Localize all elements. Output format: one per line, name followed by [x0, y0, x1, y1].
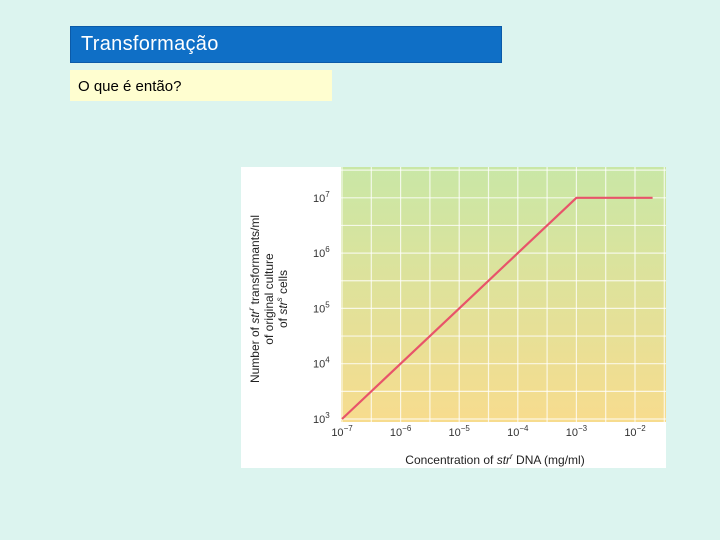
label-part: str [248, 309, 262, 323]
tick-base: 10 [313, 248, 325, 260]
tick-base: 10 [331, 427, 343, 439]
y-axis-label-line: of strs cells [275, 270, 290, 328]
y-tick-label: 107 [313, 190, 330, 205]
slide-subtitle-box: O que é então? [70, 70, 332, 101]
label-part: DNA (mg/ml) [513, 453, 585, 467]
y-tick-label: 105 [313, 300, 330, 315]
label-part: str [497, 453, 511, 467]
label-part: of [276, 315, 290, 328]
tick-exponent: −4 [519, 424, 529, 433]
slide-subtitle: O que é então? [78, 78, 182, 95]
x-tick-label: 10−6 [390, 424, 412, 439]
tick-base: 10 [390, 427, 402, 439]
series-lines [341, 196, 653, 420]
label-part: s [275, 297, 284, 301]
tick-exponent: 3 [325, 411, 330, 420]
y-tick-label: 106 [313, 245, 330, 260]
tick-exponent: −3 [578, 424, 588, 433]
tick-exponent: −7 [344, 424, 354, 433]
series-line [341, 196, 653, 420]
label-part: transformants/ml [248, 215, 262, 308]
x-tick-label: 10−7 [331, 424, 353, 439]
tick-base: 10 [313, 359, 325, 371]
chart-figure: 10−7 10−6 10−5 10−4 10−3 10−2 103 104 105 106 107 … [241, 167, 666, 468]
slide-title-bar: Transformação [70, 26, 502, 63]
y-tick-label: 103 [313, 411, 330, 426]
label-part: str [276, 300, 290, 314]
tick-exponent: 4 [325, 356, 330, 365]
label-part: of original culture [262, 253, 276, 345]
transformation-chart: 10−7 10−6 10−5 10−4 10−3 10−2103104105106107 … [247, 167, 666, 467]
tick-exponent: −6 [402, 424, 412, 433]
label-part: r [510, 452, 513, 461]
tick-base: 10 [313, 193, 325, 205]
label-part: Concentration of [405, 453, 496, 467]
x-tick-label: 10−2 [624, 424, 646, 439]
tick-base: 10 [507, 427, 519, 439]
tick-base: 10 [313, 303, 325, 315]
axis-labels: Concentration of strr DNA (mg/ml)Number … [247, 215, 585, 467]
tick-exponent: 5 [325, 300, 330, 309]
label-part: cells [276, 270, 290, 297]
tick-exponent: −2 [637, 424, 647, 433]
tick-exponent: 7 [325, 190, 330, 199]
label-part: r [247, 307, 256, 310]
tick-base: 10 [566, 427, 578, 439]
x-tick-label: 10−4 [507, 424, 529, 439]
x-tick-label: 10−5 [449, 424, 471, 439]
tick-base: 10 [624, 427, 636, 439]
tick-exponent: 6 [325, 245, 330, 254]
tick-base: 10 [313, 414, 325, 426]
tick-base: 10 [449, 427, 461, 439]
label-part: Number of [248, 324, 262, 383]
y-tick-label: 104 [313, 356, 330, 371]
x-axis-label: Concentration of strr DNA (mg/ml) [405, 452, 584, 467]
tick-exponent: −5 [461, 424, 471, 433]
plot-area [341, 167, 666, 422]
x-tick-label: 10−3 [566, 424, 588, 439]
grid [341, 167, 666, 422]
slide-title: Transformação [81, 33, 219, 55]
y-axis-label-line: Number of strr transformants/ml [247, 215, 262, 383]
y-axis-label-line: of original culture [262, 253, 276, 345]
